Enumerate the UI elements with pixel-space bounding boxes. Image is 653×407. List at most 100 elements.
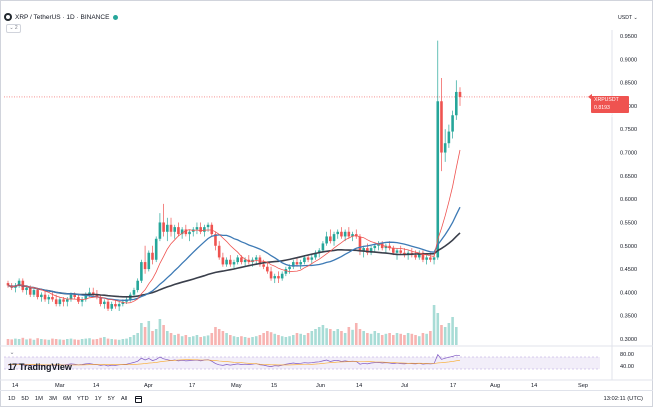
volume-bar [125,338,128,345]
volume-bar [99,337,102,345]
timeframe-ytd[interactable]: YTD [77,396,89,402]
candle-body [392,248,395,253]
candle-body [221,257,225,265]
timeframe-5d[interactable]: 5D [21,396,29,402]
candle-body [40,294,43,298]
volume-bar [258,335,262,345]
candle-body [458,91,462,97]
candle-body [343,231,347,237]
volume-bar [451,317,454,345]
candle-body [366,248,369,253]
volume-bar [162,325,165,345]
candle-body [340,231,343,237]
timeframe-3m[interactable]: 3M [48,396,57,402]
candle-body [325,236,328,244]
candle-body [184,229,188,235]
volume-bar [10,339,14,345]
volume-bar [366,333,369,345]
candle-body [225,259,228,265]
ma-mid-line [7,206,461,301]
volume-bar [195,335,199,345]
volume-bar [392,335,395,345]
volume-bar [140,323,143,345]
candle-body [58,299,62,305]
volume-bar [440,325,443,345]
timeframe-5y[interactable]: 5Y [107,396,115,402]
volume-bar [232,336,236,345]
candle-body [117,304,121,307]
candle-body [143,262,147,270]
price-axis-label: 0.4000 [620,290,637,296]
candle-body [162,222,165,232]
candle-body [321,243,325,251]
volume-bar [191,336,195,345]
volume-bar [103,337,106,345]
volume-bar [351,329,354,345]
volume-bar [314,329,317,345]
volume-bar [262,333,265,345]
volume-bar [429,331,432,345]
ma-fast-line [7,149,461,304]
candle-body [295,262,299,265]
price-axis-label: 0.5000 [620,244,637,250]
volume-bar [36,338,39,345]
volume-bar [143,327,147,345]
candle-body [443,143,447,153]
volume-bar [21,337,25,345]
volume-bar [206,335,210,345]
volume-bar [425,333,428,345]
volume-bar [180,336,184,345]
volume-bar [325,328,328,345]
indicators-collapse-button[interactable]: ⌄ 2 [6,24,21,33]
volume-bar [95,339,99,345]
volume-bar [169,333,173,345]
price-axis-label: 0.5500 [620,220,637,226]
timeframe-1m[interactable]: 1M [34,396,43,402]
candle-body [62,299,65,302]
volume-bar [347,327,351,345]
rsi-axis-label: 80.00 [620,352,634,358]
candle-body [217,245,221,258]
symbol-header[interactable]: XRP / TetherUS · 1D · BINANCE [4,10,119,24]
time-axis-label: Mar [55,383,65,389]
candle-body [377,243,380,246]
candle-body [147,252,151,270]
candle-body [69,294,73,300]
candle-body [84,294,88,300]
volume-bar [310,331,314,345]
candle-body [269,271,273,279]
currency-select[interactable]: USDT ⌄ [618,15,638,21]
time-axis-label: 15 [271,383,277,389]
candle-body [384,245,388,249]
volume-bar [225,333,228,345]
candle-body [306,257,310,260]
rsi-collapse-icon[interactable]: ⌄ [9,350,15,356]
volume-bar [221,331,225,345]
candle-body [447,131,451,144]
last-price-tag: XRPUSDT 0.8193 10:57:49 [591,96,629,119]
time-axis-label: Aug [490,383,500,389]
volume-bar [54,339,58,345]
calendar-icon[interactable] [135,395,143,403]
timeframe-1d[interactable]: 1D [8,396,16,402]
candle-body [303,257,306,263]
candle-body [373,245,377,249]
volume-bar [243,337,247,345]
timeframe-1y[interactable]: 1Y [94,396,102,402]
candle-body [429,257,432,260]
candle-body [380,243,384,249]
volume-bar [377,333,380,345]
volume-bar [321,325,325,345]
timeframe-all[interactable]: All [120,396,128,402]
candle-body [243,259,247,263]
volume-bar [106,338,110,345]
utc-clock[interactable]: 13:02:11 (UTC) [603,396,643,402]
candle-body [332,234,336,242]
volume-bar [51,338,54,345]
volume-bar [284,337,288,345]
tradingview-logo[interactable]: 17 TradingView [8,362,72,372]
candle-body [228,259,232,265]
timeframe-6m[interactable]: 6M [62,396,72,402]
candle-body [417,252,421,258]
